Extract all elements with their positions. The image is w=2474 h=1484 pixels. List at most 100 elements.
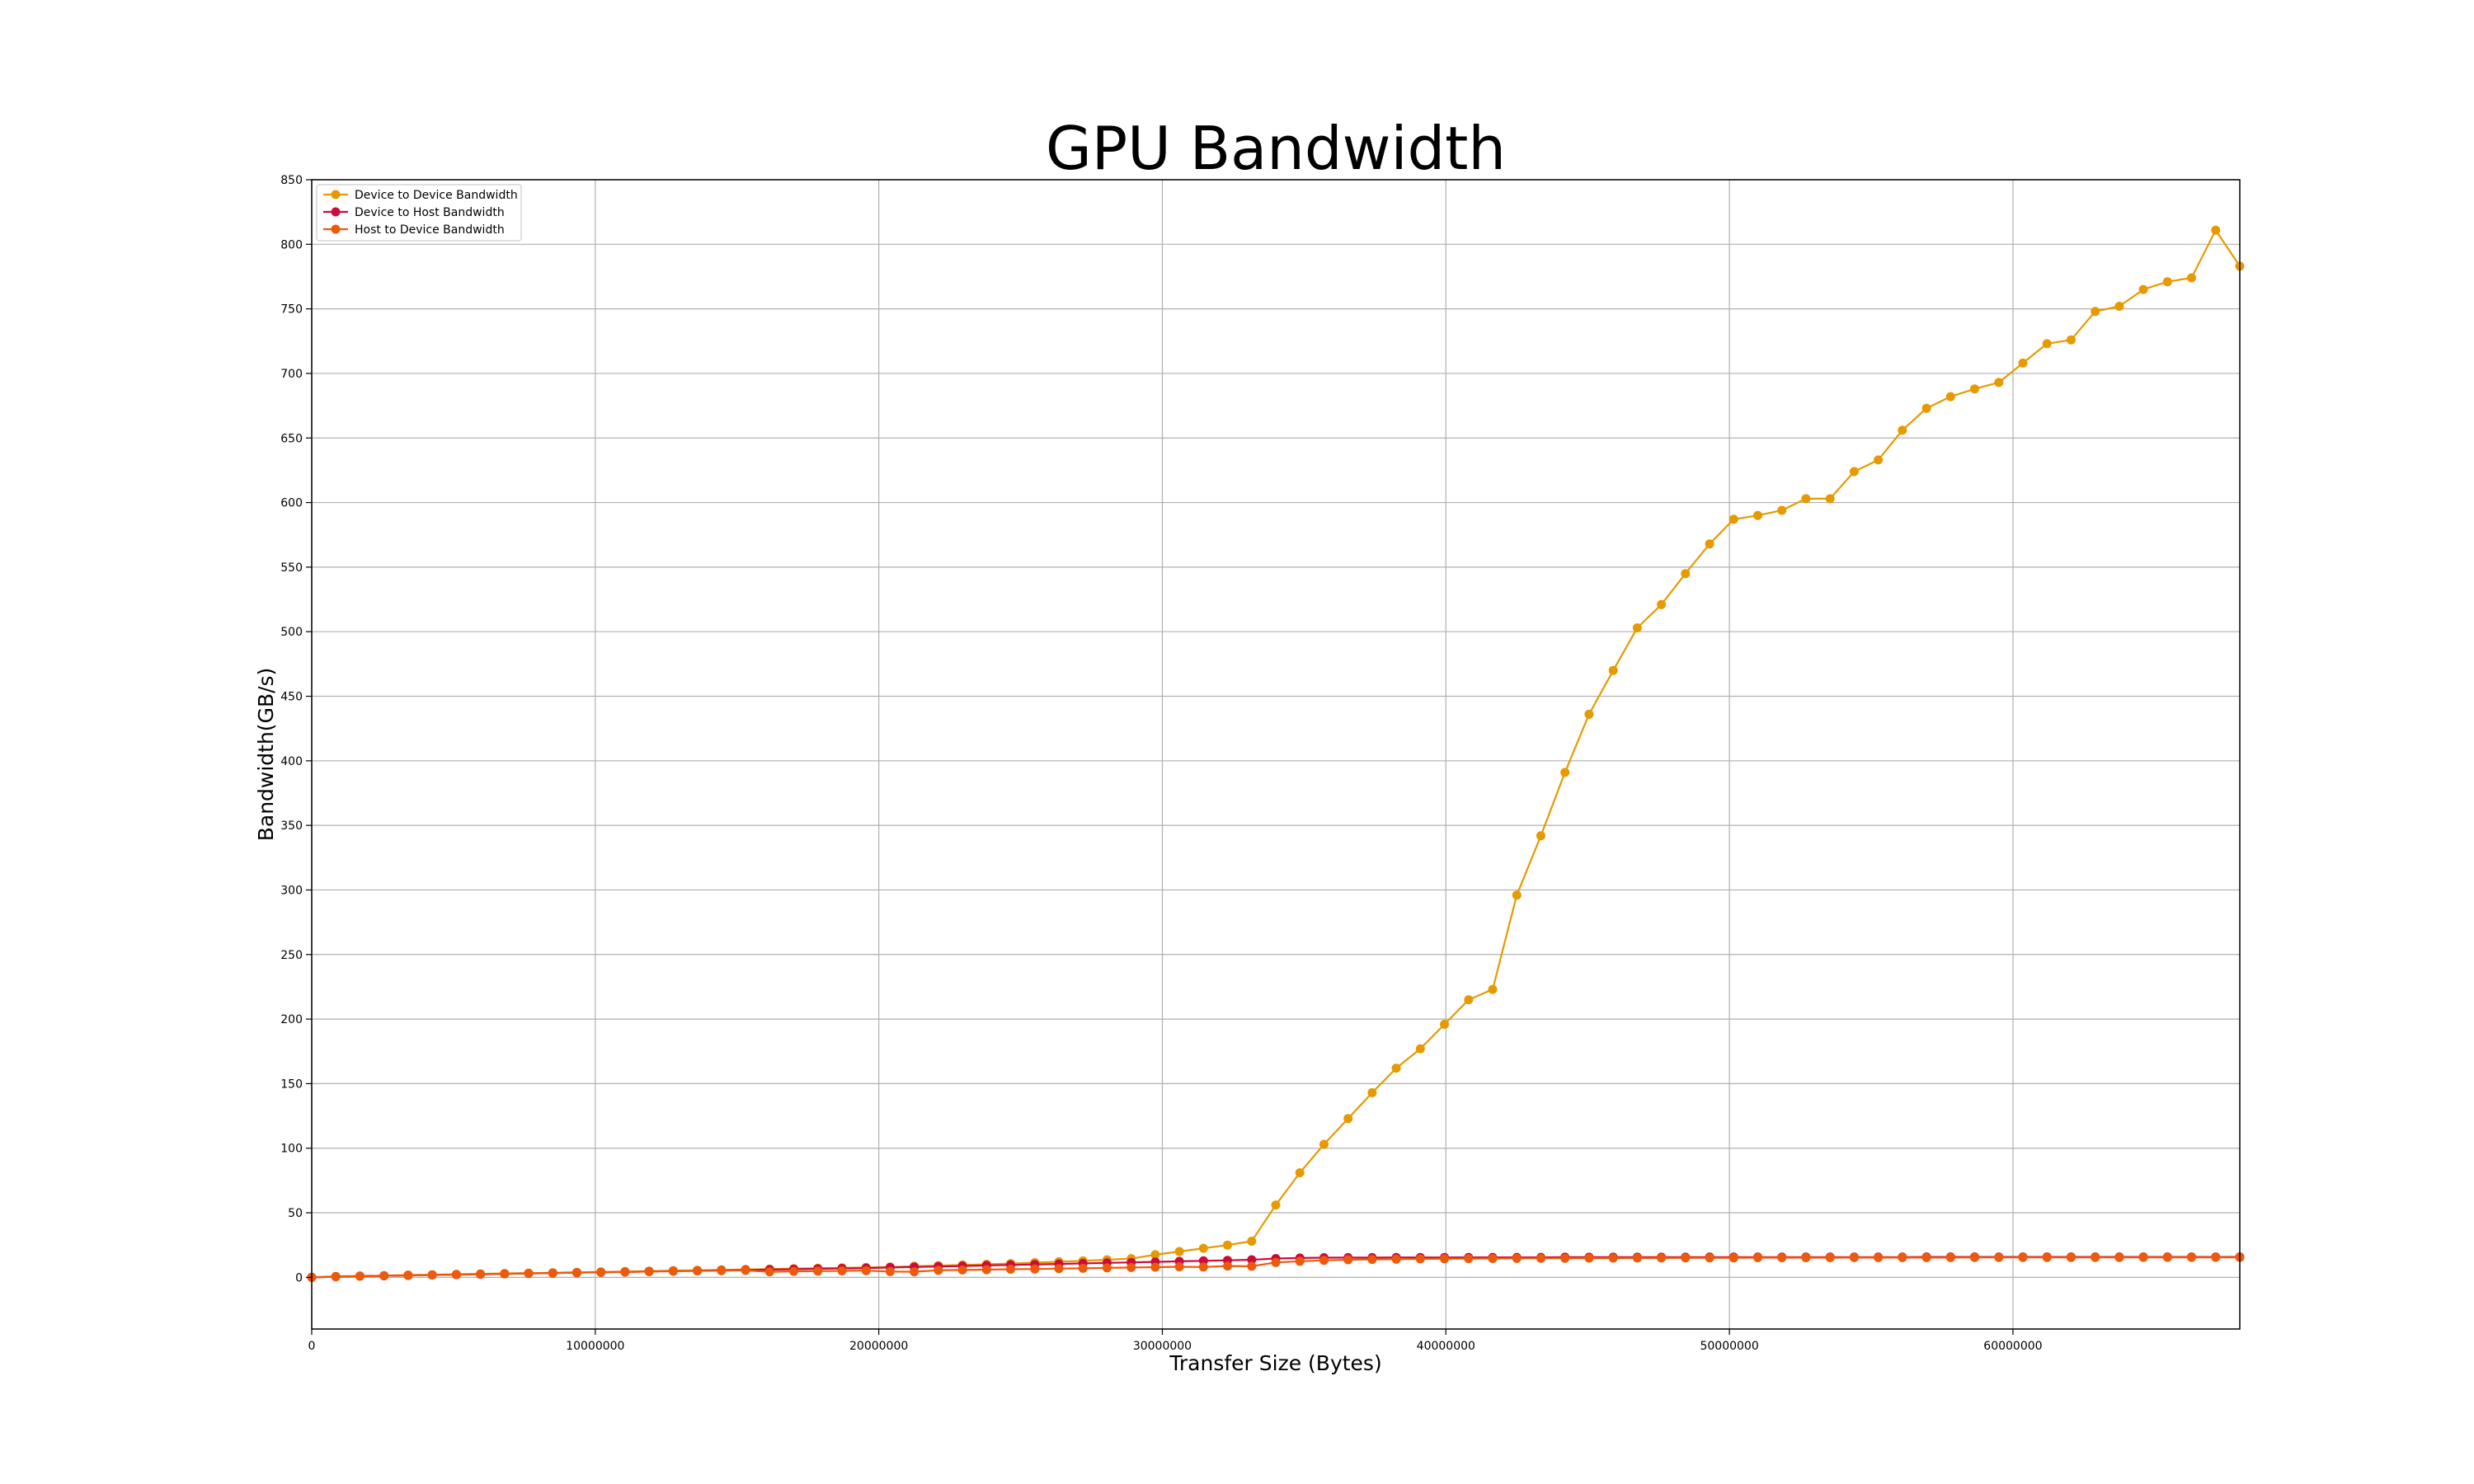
data-point-host-to-device-bandwidth — [741, 1266, 750, 1275]
data-point-device-to-device-bandwidth — [1874, 455, 1884, 465]
data-point-host-to-device-bandwidth — [813, 1266, 823, 1276]
x-tick-label: 20000000 — [849, 1340, 908, 1353]
data-point-host-to-device-bandwidth — [1006, 1265, 1015, 1274]
data-point-device-to-device-bandwidth — [1608, 665, 1618, 675]
data-point-host-to-device-bandwidth — [1849, 1252, 1859, 1262]
data-point-host-to-device-bandwidth — [2091, 1252, 2100, 1262]
data-point-host-to-device-bandwidth — [1560, 1253, 1570, 1263]
x-tick-label: 0 — [308, 1340, 316, 1353]
y-tick-label: 300 — [280, 884, 303, 897]
data-point-device-to-device-bandwidth — [1319, 1139, 1329, 1149]
data-point-device-to-device-bandwidth — [2066, 335, 2076, 345]
data-point-host-to-device-bandwidth — [2066, 1252, 2076, 1262]
data-point-host-to-device-bandwidth — [1945, 1252, 1955, 1262]
y-tick-label: 650 — [280, 432, 303, 445]
data-point-device-to-device-bandwidth — [2018, 358, 2028, 368]
data-point-device-to-device-bandwidth — [1198, 1243, 1208, 1253]
y-tick-label: 350 — [280, 819, 303, 833]
y-tick-label: 750 — [280, 303, 303, 317]
data-point-host-to-device-bandwidth — [1970, 1252, 1979, 1262]
data-point-host-to-device-bandwidth — [1632, 1253, 1642, 1263]
y-tick-label: 50 — [288, 1207, 303, 1220]
data-point-host-to-device-bandwidth — [379, 1271, 389, 1280]
data-point-host-to-device-bandwidth — [1343, 1255, 1353, 1265]
data-point-device-to-device-bandwidth — [1825, 494, 1835, 504]
x-tick-label: 50000000 — [1700, 1340, 1758, 1353]
legend-label-device-to-device-bandwidth: Device to Device Bandwidth — [355, 189, 518, 202]
y-tick-label: 450 — [280, 691, 303, 704]
data-point-device-to-device-bandwidth — [1223, 1240, 1232, 1250]
data-point-device-to-device-bandwidth — [1343, 1114, 1353, 1124]
data-point-host-to-device-bandwidth — [1102, 1263, 1112, 1273]
data-point-host-to-device-bandwidth — [427, 1270, 437, 1280]
x-tick-label: 10000000 — [566, 1340, 624, 1353]
data-point-host-to-device-bandwidth — [500, 1269, 510, 1279]
data-point-host-to-device-bandwidth — [1488, 1254, 1498, 1263]
data-point-host-to-device-bandwidth — [1391, 1254, 1401, 1264]
data-point-host-to-device-bandwidth — [1825, 1253, 1835, 1262]
data-point-host-to-device-bandwidth — [1753, 1253, 1762, 1262]
data-point-host-to-device-bandwidth — [693, 1266, 703, 1275]
data-point-device-to-device-bandwidth — [2187, 273, 2196, 283]
data-point-host-to-device-bandwidth — [644, 1266, 654, 1276]
data-point-device-to-device-bandwidth — [1488, 984, 1498, 994]
data-point-device-to-device-bandwidth — [2091, 307, 2100, 317]
y-tick-label: 500 — [280, 626, 303, 639]
data-point-host-to-device-bandwidth — [789, 1266, 798, 1276]
data-point-host-to-device-bandwidth — [717, 1266, 727, 1275]
data-point-host-to-device-bandwidth — [1126, 1262, 1136, 1272]
data-point-host-to-device-bandwidth — [1921, 1252, 1931, 1262]
data-point-host-to-device-bandwidth — [1777, 1253, 1787, 1262]
data-point-device-to-device-bandwidth — [1536, 831, 1545, 841]
legend-marker-device-to-device-bandwidth — [331, 190, 341, 200]
data-point-device-to-device-bandwidth — [1729, 514, 1738, 524]
x-tick-label: 30000000 — [1133, 1340, 1192, 1353]
data-point-host-to-device-bandwidth — [1247, 1261, 1257, 1271]
y-tick-label: 150 — [280, 1078, 303, 1091]
data-point-device-to-device-bandwidth — [1705, 539, 1714, 549]
data-point-host-to-device-bandwidth — [1681, 1253, 1691, 1263]
data-point-device-to-device-bandwidth — [1464, 995, 1474, 1005]
legend-marker-host-to-device-bandwidth — [331, 224, 341, 234]
data-point-host-to-device-bandwidth — [548, 1268, 557, 1278]
axis-ticks: 0 50 100 150 200 250 300 350 400 450 500 550 600 650 7… — [280, 174, 2042, 1353]
legend-label-device-to-host-bandwidth: Device to Host Bandwidth — [355, 206, 505, 219]
data-point-host-to-device-bandwidth — [1174, 1262, 1184, 1271]
data-point-host-to-device-bandwidth — [2162, 1252, 2172, 1262]
data-point-device-to-device-bandwidth — [1440, 1019, 1450, 1029]
data-point-host-to-device-bandwidth — [837, 1266, 847, 1275]
data-point-host-to-device-bandwidth — [1054, 1264, 1064, 1274]
data-point-host-to-device-bandwidth — [451, 1270, 461, 1280]
data-point-host-to-device-bandwidth — [1705, 1253, 1714, 1263]
data-point-host-to-device-bandwidth — [524, 1269, 534, 1279]
data-point-host-to-device-bandwidth — [1994, 1252, 2004, 1262]
data-point-host-to-device-bandwidth — [596, 1267, 606, 1277]
data-point-host-to-device-bandwidth — [1657, 1253, 1667, 1263]
grid — [311, 179, 2240, 1329]
data-point-host-to-device-bandwidth — [1898, 1252, 1907, 1262]
data-point-host-to-device-bandwidth — [1415, 1254, 1425, 1264]
data-point-host-to-device-bandwidth — [2138, 1252, 2148, 1262]
x-tick-label: 40000000 — [1417, 1340, 1475, 1353]
data-point-host-to-device-bandwidth — [1874, 1252, 1884, 1262]
data-point-device-to-device-bandwidth — [1415, 1044, 1425, 1054]
y-tick-label: 0 — [295, 1271, 303, 1284]
data-point-host-to-device-bandwidth — [1295, 1256, 1305, 1266]
data-point-host-to-device-bandwidth — [2042, 1252, 2052, 1262]
y-axis-title: Bandwidth(GB/s) — [254, 668, 278, 842]
y-tick-label: 850 — [280, 174, 303, 187]
data-point-host-to-device-bandwidth — [1367, 1255, 1377, 1265]
data-point-host-to-device-bandwidth — [2018, 1252, 2028, 1262]
x-axis-title: Transfer Size (Bytes) — [1169, 1351, 1381, 1375]
x-tick-label: 60000000 — [1983, 1340, 2042, 1353]
data-point-device-to-device-bandwidth — [2114, 302, 2124, 311]
y-tick-label: 800 — [280, 238, 303, 251]
data-point-host-to-device-bandwidth — [885, 1266, 895, 1276]
data-point-host-to-device-bandwidth — [1150, 1262, 1160, 1272]
data-point-host-to-device-bandwidth — [1584, 1253, 1594, 1263]
y-tick-label: 600 — [280, 497, 303, 510]
chart-title: GPU Bandwidth — [1046, 114, 1506, 183]
data-point-host-to-device-bandwidth — [2211, 1252, 2221, 1262]
data-point-host-to-device-bandwidth — [934, 1266, 943, 1275]
